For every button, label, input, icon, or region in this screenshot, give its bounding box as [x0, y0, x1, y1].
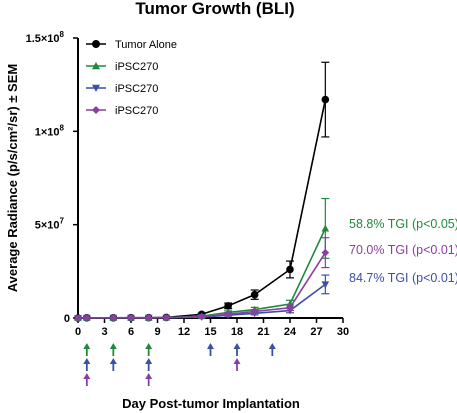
y-tick-label: 5×107	[35, 217, 65, 232]
arrow-head	[83, 373, 91, 379]
data-point	[162, 313, 171, 322]
legend-entry: iPSC270	[115, 61, 158, 73]
series-1	[74, 197, 330, 322]
x-tick-label: 21	[257, 326, 269, 338]
tgi-annotation: 84.7% TGI (p<0.01)	[349, 271, 457, 285]
dosing-arrow	[233, 343, 241, 356]
dosing-arrow	[207, 343, 214, 356]
arrow-head	[145, 373, 153, 379]
dosing-arrow	[83, 343, 91, 356]
legend-entry: Tumor Alone	[115, 39, 177, 51]
x-tick-label: 0	[75, 326, 81, 338]
legend: Tumor Alone iPSC270 iPSC270 iPSC270	[86, 39, 177, 117]
arrow-head	[83, 343, 91, 349]
dosing-arrow	[109, 343, 117, 356]
dosing-arrow	[145, 373, 153, 386]
data-point	[197, 312, 206, 321]
data-point	[83, 314, 91, 322]
x-tick-label: 27	[310, 326, 322, 338]
arrow-head	[145, 343, 153, 349]
legend-marker	[92, 62, 100, 70]
tgi-annotation: 70.0% TGI (p<0.01)	[349, 243, 457, 257]
data-point	[224, 302, 232, 310]
dosing-arrow	[145, 343, 153, 356]
data-point	[321, 224, 330, 232]
arrow-head	[109, 358, 117, 364]
data-point	[109, 314, 118, 322]
series-3	[74, 237, 330, 322]
legend-marker	[92, 40, 100, 48]
tgi-annotation: 58.8% TGI (p<0.05)	[349, 217, 457, 231]
y-axis-label: Average Radiance (p/s/cm²/sr) ± SEM	[5, 64, 20, 292]
data-point	[321, 281, 330, 289]
arrow-head	[233, 343, 241, 349]
arrow-head	[268, 343, 276, 349]
data-point	[144, 314, 153, 322]
x-tick-label: 30	[337, 326, 349, 338]
data-point	[321, 95, 330, 104]
legend-marker	[92, 106, 100, 114]
dosing-arrow	[268, 343, 276, 356]
dosing-arrow	[109, 358, 117, 371]
legend-entry: iPSC270	[115, 83, 158, 95]
arrow-head	[109, 343, 117, 349]
arrow-head	[145, 358, 153, 364]
chart-title: Tumor Growth (BLI)	[135, 0, 294, 18]
y-tick-label: 1.5×108	[26, 30, 65, 45]
dosing-arrows	[83, 343, 276, 386]
data-point	[250, 307, 259, 316]
data-point	[74, 314, 82, 322]
y-tick-label: 0	[64, 313, 70, 325]
y-tick-label: 1×108	[35, 123, 65, 138]
data-point	[127, 314, 135, 322]
data-point	[224, 310, 232, 319]
x-tick-label: 24	[284, 326, 297, 338]
series-line	[77, 99, 327, 319]
data-point	[250, 290, 259, 299]
dosing-arrow	[83, 358, 91, 371]
series-0	[74, 61, 330, 322]
dosing-arrow	[145, 358, 153, 371]
data-point	[286, 265, 294, 274]
dosing-arrow	[233, 358, 241, 371]
annotations: 58.8% TGI (p<0.05) 70.0% TGI (p<0.01) 84.7…	[349, 217, 457, 285]
arrow-head	[83, 358, 91, 364]
dosing-arrow	[83, 373, 91, 386]
x-tick-label: 12	[178, 326, 190, 338]
x-tick-label: 6	[128, 326, 134, 338]
arrow-head	[207, 343, 214, 349]
data-point	[286, 303, 294, 312]
x-tick-label: 3	[101, 326, 107, 338]
data-point	[321, 248, 330, 257]
legend-marker	[92, 84, 100, 92]
plot-area	[74, 61, 330, 322]
legend-entry: iPSC270	[115, 105, 158, 117]
x-tick-label: 18	[231, 326, 243, 338]
x-tick-label: 15	[204, 326, 216, 338]
arrow-head	[233, 358, 241, 364]
x-tick-label: 9	[154, 326, 160, 338]
x-axis-label: Day Post-tumor Implantation	[122, 396, 300, 411]
